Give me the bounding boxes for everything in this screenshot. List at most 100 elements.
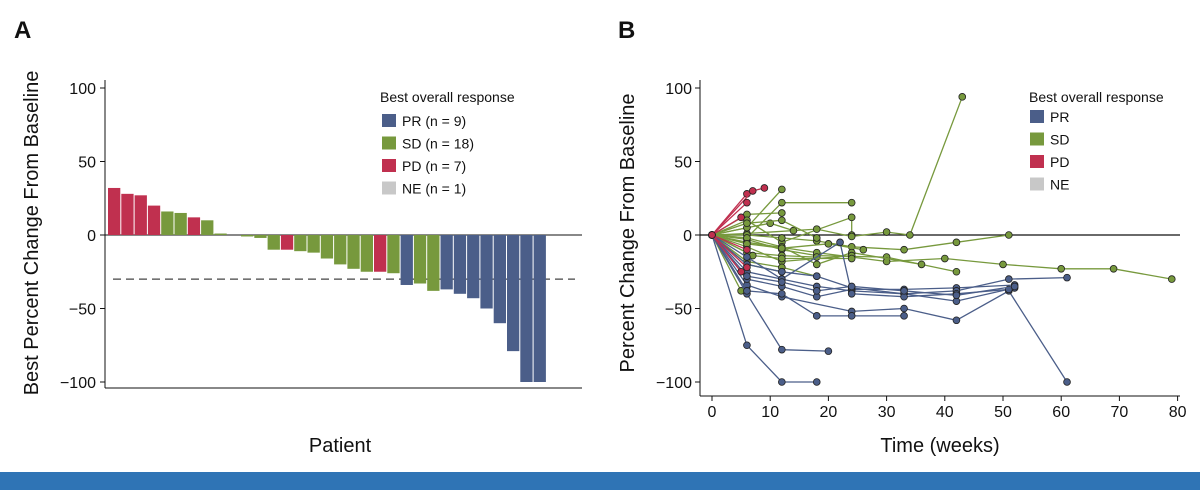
panel-b-point-sd: [778, 244, 786, 253]
panel-b-legend-label: PR: [1050, 109, 1069, 125]
panel-a-y-tick-label: 0: [87, 228, 96, 245]
panel-b-point-pr: [836, 238, 844, 247]
panel-b-point-sd: [958, 93, 967, 101]
panel-b-point-sd: [778, 216, 786, 225]
panel-a-bar-pr: [453, 235, 467, 294]
panel-b-series-line-sd: [711, 234, 957, 273]
panel-a-bar-sd: [201, 220, 214, 235]
panel-a-bar-pr: [493, 235, 506, 324]
panel-a-legend-label: PR (n = 9): [402, 113, 466, 129]
panel-b-y-tick-label: −50: [665, 302, 692, 319]
panel-b-point-pr: [847, 312, 856, 320]
panel-b-legend-swatch-pr: [1030, 110, 1044, 123]
panel-b-series-line-pd: [711, 216, 742, 236]
panel-b-legend-title: Best overall response: [1029, 89, 1164, 105]
panel-a-bar-sd: [413, 235, 427, 284]
panel-b-point-pr: [778, 278, 786, 286]
panel-b-point-sd: [1167, 275, 1176, 283]
figure-canvas: A Patient Best Percent Change From Basel…: [14, 17, 1187, 457]
panel-b-point-pr: [743, 287, 751, 295]
panel-a-bar-sd: [161, 211, 174, 235]
panel-b-series-line-sd: [712, 234, 1009, 251]
panel-b-series-line-sd: [711, 234, 852, 260]
panel-b-point-pr: [1005, 275, 1013, 283]
panel-b-legend-label: PD: [1050, 154, 1069, 170]
panel-b-series-line-pr: [711, 234, 1015, 298]
panel-b-x-tick-label: 50: [994, 404, 1012, 421]
panel-a-legend-swatch-sd: [382, 136, 396, 150]
panel-b-point-sd: [778, 209, 786, 217]
panel-b-label: B: [618, 17, 635, 44]
panel-b-point-sd: [882, 228, 891, 236]
panel-b-series-line-sd: [711, 234, 922, 266]
panel-a-bar-pr: [520, 235, 533, 382]
panel-a-bar-sd: [307, 235, 320, 253]
panel-a-bar-pr: [533, 235, 546, 382]
panel-a-bar-pd: [108, 187, 121, 235]
panel-a-bar-sd: [174, 212, 187, 235]
panel-a-legend-swatch-pr: [382, 114, 396, 127]
panel-b-point-pr: [778, 378, 786, 386]
panel-b-point-pd: [743, 245, 751, 254]
panel-b-point-pr: [812, 378, 821, 386]
footer-band: [0, 472, 1200, 490]
panel-b-point-sd: [999, 260, 1007, 269]
panel-b-series-line-sd: [711, 222, 794, 236]
panel-b-point-pd: [748, 187, 757, 195]
panel-a-bar-pr: [480, 235, 493, 309]
panel-a-label: A: [14, 17, 31, 44]
panel-b-x-tick-label: 70: [1111, 404, 1129, 421]
panel-a-bar-pr: [507, 235, 520, 352]
panel-a-bar-pd: [134, 195, 147, 235]
panel-a-bar-pd: [374, 235, 387, 272]
panel-b-point-sd: [952, 238, 961, 247]
panel-a-bar-pd: [280, 235, 294, 250]
panel-b-point-pr: [824, 347, 833, 355]
panel-b-x-tick-label: 80: [1169, 404, 1187, 421]
panel-b-x-tick-label: 60: [1052, 404, 1070, 421]
panel-a-bar-sd: [214, 233, 227, 235]
panel-a-bar-sd: [427, 235, 440, 291]
panel-b-point-pd: [743, 263, 751, 272]
panel-a-bar-pd: [187, 217, 201, 235]
panel-a-bar-pr: [400, 235, 413, 285]
panel-b-series-line-pr: [711, 234, 1015, 296]
panel-b-point-sd: [1109, 265, 1118, 273]
panel-a-bar-sd: [360, 235, 373, 272]
panel-b-y-tick-label: 100: [665, 81, 692, 98]
panel-b-point-pr: [812, 287, 821, 295]
panel-b-x-tick-label: 0: [708, 404, 717, 421]
panel-a-bar-pd: [121, 193, 134, 235]
panel-b-point-pr: [900, 312, 908, 320]
panel-b-point-sd: [1057, 265, 1065, 273]
panel-b-point-sd: [1005, 231, 1013, 239]
panel-b-point-sd: [952, 267, 961, 276]
panel-b-series-line-pr: [711, 234, 829, 352]
panel-b-series-line-pd: [711, 234, 742, 273]
panel-b-point-sd: [778, 234, 786, 242]
panel-b-point-pr: [743, 341, 751, 350]
panel-b-point-pr: [847, 282, 856, 291]
panel-b-series-line-sd: [711, 219, 818, 239]
panel-b-point-sd: [847, 232, 856, 241]
panel-b-y-axis-title: Percent Change From Baseline: [617, 93, 639, 372]
panel-b-point-pr: [952, 291, 961, 300]
panel-b-point-pd: [743, 198, 751, 207]
panel-b-y-tick-label: 50: [674, 155, 692, 172]
panel-b-series-line-pd: [711, 202, 748, 236]
panel-b-series-line-pr: [711, 234, 1015, 302]
panel-a-legend-label: NE (n = 1): [402, 181, 466, 197]
panel-a-bar-sd: [267, 235, 280, 250]
panel-b-series-line-pd: [711, 234, 748, 251]
panel-b-x-tick-label: 20: [820, 404, 838, 421]
panel-b-point-sd: [917, 260, 926, 269]
panel-a-bar-sd: [294, 235, 307, 252]
panel-b-point-sd: [859, 245, 868, 254]
panel-a-y-axis-title: Best Percent Change From Baseline: [21, 71, 43, 396]
panel-b-x-axis-title: Time (weeks): [880, 435, 999, 457]
panel-b-point-pd: [760, 184, 769, 192]
panel-a-bar-pr: [440, 235, 453, 290]
panel-b-point-sd: [789, 226, 798, 235]
